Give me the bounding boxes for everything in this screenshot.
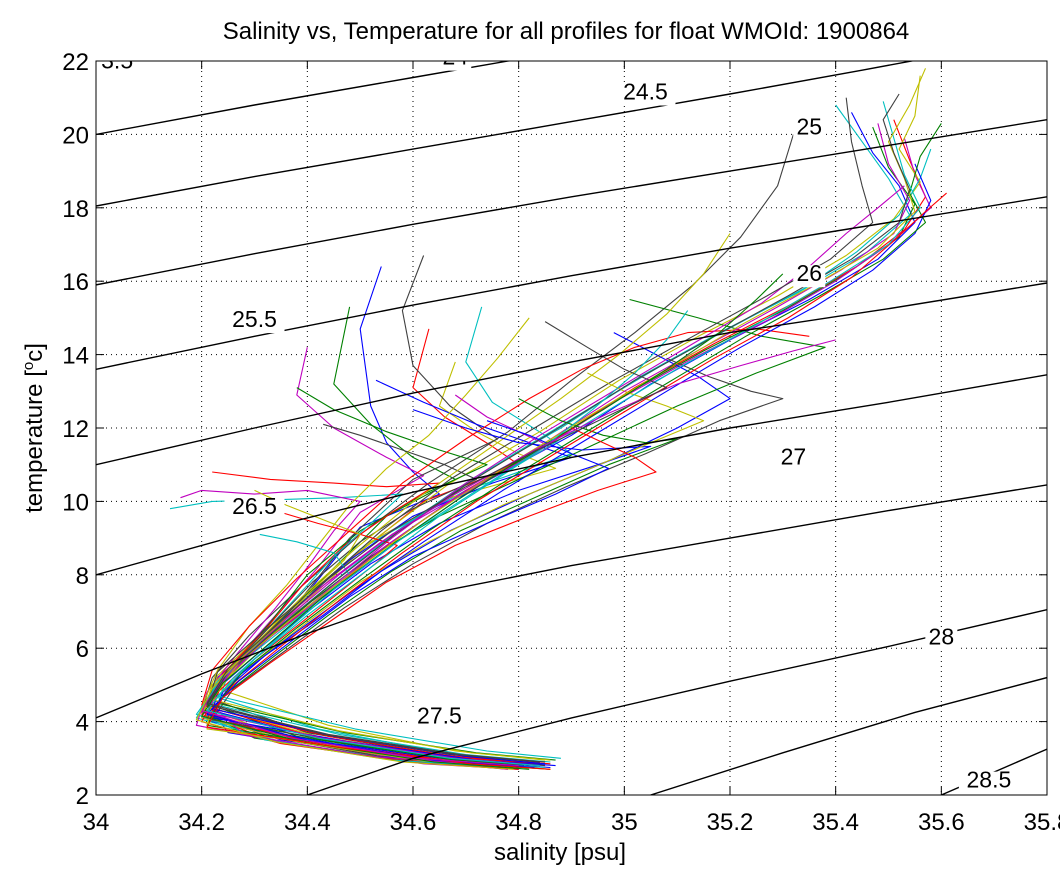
- density-contour: [96, 61, 916, 207]
- density-contour-label: 25: [796, 113, 822, 139]
- profile-line: [206, 321, 668, 763]
- density-contour-labels: 3.5 24 24.5 25 25.5 26 26.5 27 27.5 28 28.5: [96, 44, 1019, 794]
- x-tick-label: 35.8: [1024, 809, 1060, 836]
- y-tick-label: 2: [76, 783, 89, 810]
- density-contour-label-bg: [439, 61, 472, 71]
- density-contour-label-bg: [615, 83, 676, 106]
- y-tick-label: 22: [62, 49, 89, 76]
- density-contour-label: 3.5: [101, 47, 133, 73]
- density-contour-label: 28.5: [967, 767, 1012, 793]
- density-contour-label: 24.5: [623, 79, 668, 105]
- x-tick-label: 35: [611, 809, 638, 836]
- density-contour-label-bg: [777, 448, 810, 471]
- y-axis-label: temperature [oc]: [20, 343, 48, 513]
- density-contour-label: 26.5: [232, 493, 277, 519]
- density-contour: [96, 61, 513, 136]
- profile-line: [206, 192, 947, 769]
- density-contours: [96, 61, 1047, 795]
- density-contour-label-bg: [224, 498, 285, 521]
- density-contour-label-bg: [224, 311, 285, 334]
- profile-line: [201, 339, 836, 767]
- profile-line: [206, 306, 519, 767]
- x-tick-label: 35.6: [918, 809, 965, 836]
- y-tick-label: 16: [62, 269, 89, 296]
- profile-line: [206, 427, 657, 770]
- density-contour-label: 25.5: [232, 306, 277, 332]
- density-contour-label-bg: [958, 771, 1019, 794]
- profile-line: [195, 489, 514, 770]
- profile-line: [211, 255, 525, 767]
- axis-ticks: 34 34.2 34.4 34.6 34.8 35 35.2 35.4 35.6 35.8 2 4 6 8…: [62, 49, 1060, 836]
- density-contour-label-bg: [925, 628, 958, 651]
- profile-line: [206, 93, 911, 763]
- profile-line: [169, 493, 530, 769]
- density-contour-label: 26: [796, 260, 822, 286]
- profile-line: [206, 310, 689, 767]
- x-tick-label: 34.8: [495, 809, 542, 836]
- y-tick-label: 12: [62, 416, 89, 443]
- density-contour: [307, 609, 1047, 795]
- chart-title: Salinity vs, Temperature for all profile…: [223, 18, 910, 45]
- density-contour-label: 28: [929, 624, 955, 650]
- profile-line: [201, 328, 810, 765]
- density-contour: [96, 484, 1047, 719]
- profiles: [169, 68, 947, 770]
- x-tick-label: 34: [83, 809, 110, 836]
- x-tick-label: 34.6: [390, 809, 437, 836]
- density-contour: [96, 119, 1047, 286]
- y-tick-label: 10: [62, 489, 89, 516]
- x-tick-label: 34.2: [178, 809, 225, 836]
- profile-line: [201, 233, 731, 769]
- y-axis-label-superscript: o: [20, 362, 37, 370]
- density-contour-label-bg: [793, 118, 826, 141]
- x-axis-label: salinity [psu]: [494, 839, 626, 866]
- profile-line: [211, 163, 932, 765]
- y-tick-label: 20: [62, 122, 89, 149]
- density-contour: [96, 374, 1047, 576]
- y-tick-label: 4: [76, 710, 89, 737]
- x-tick-label: 34.4: [284, 809, 331, 836]
- y-axis-label-suffix: c]: [21, 343, 48, 362]
- x-tick-label: 35.2: [707, 809, 754, 836]
- density-contour: [650, 676, 1047, 795]
- y-tick-label: 14: [62, 343, 89, 370]
- profile-line: [206, 394, 551, 767]
- density-contour-label-bg: [96, 61, 141, 75]
- profile-line: [211, 357, 784, 767]
- y-tick-label: 18: [62, 196, 89, 223]
- density-contour-label-bg: [793, 265, 826, 288]
- density-contour-label: 27: [781, 444, 807, 470]
- x-tick-label: 35.4: [812, 809, 859, 836]
- density-contour-label: 27.5: [417, 702, 462, 728]
- y-axis-label-prefix: temperature [: [21, 370, 48, 513]
- density-contour: [96, 282, 1047, 466]
- y-tick-label: 8: [76, 563, 89, 590]
- y-tick-label: 6: [76, 636, 89, 663]
- density-contour: [96, 196, 1047, 370]
- density-contour-label-bg: [409, 707, 470, 730]
- density-contour-label: 24: [442, 44, 468, 70]
